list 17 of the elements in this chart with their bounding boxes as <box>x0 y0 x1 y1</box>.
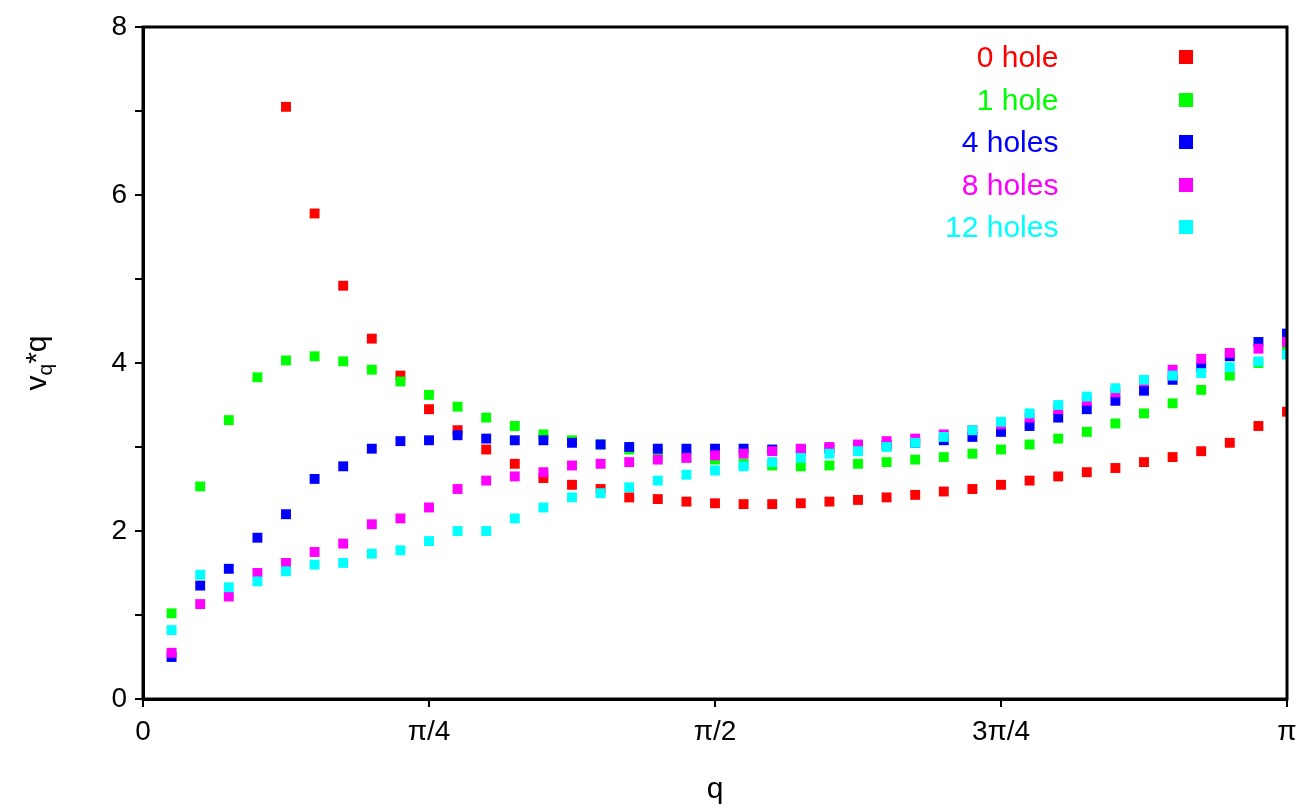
text: 4 holes <box>961 124 1059 160</box>
y-tick-label: 6 <box>111 177 127 209</box>
text: 8 holes <box>961 166 1059 203</box>
y-tick-label: 4 <box>111 345 127 377</box>
x-tick-label: π/2 <box>693 714 737 746</box>
text: 1 hole <box>976 81 1059 118</box>
x-axis-title: q <box>706 771 724 805</box>
y-tick-label: 8 <box>111 9 127 41</box>
text: 12 holes <box>945 209 1059 245</box>
text: 0 hole <box>976 39 1059 75</box>
x-tick-label: 0 <box>135 714 151 746</box>
y-tick-label: 2 <box>111 513 127 545</box>
x-tick-label: π/4 <box>407 714 451 746</box>
y-axis-title: vq*q <box>19 335 56 391</box>
y-tick-label: 0 <box>111 681 127 713</box>
x-tick-label: π <box>1277 714 1297 746</box>
x-tick-label: 3π/4 <box>971 714 1031 746</box>
